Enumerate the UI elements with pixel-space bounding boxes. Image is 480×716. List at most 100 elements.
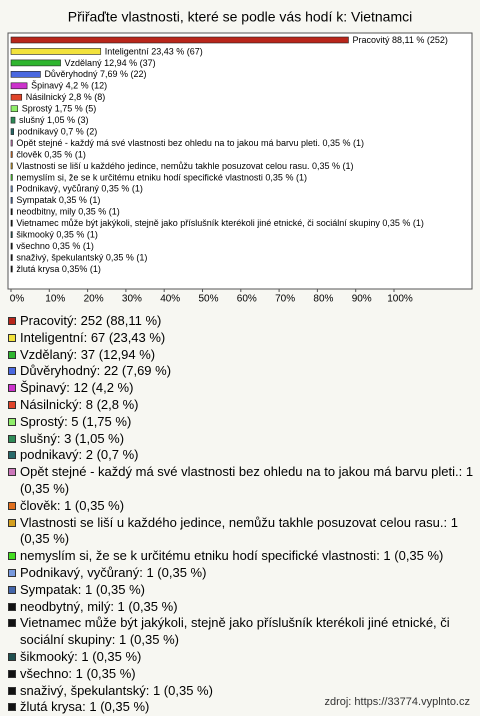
value-label: Inteligentní 23,43 % (67) — [105, 46, 203, 56]
value-label: neodbitny, mily 0,35 % (1) — [16, 207, 119, 217]
legend-label: Vzdělaný: 37 (12,94 %) — [20, 346, 156, 362]
legend-item: Špinavý: 12 (4,2 %) — [8, 380, 474, 397]
bar — [10, 242, 13, 250]
legend-item: nemyslím si, že se k určitému etniku hod… — [8, 548, 474, 565]
value-label: Opět stejné - každý má své vlastnosti be… — [16, 138, 364, 148]
legend-swatch — [8, 585, 16, 594]
bar — [10, 128, 14, 135]
bar — [10, 36, 349, 44]
bar — [10, 219, 13, 227]
bar — [10, 151, 13, 158]
legend-label: Sprostý: 5 (1,75 %) — [20, 413, 132, 429]
legend-swatch — [8, 367, 16, 376]
value-label: Podnikavý, vyčůraný 0,35 % (1) — [16, 184, 143, 194]
legend-swatch — [8, 501, 16, 510]
legend-label: Pracovitý: 252 (88,11 %) — [20, 313, 162, 328]
legend-label: všechno: 1 (0,35 %) — [20, 665, 136, 681]
source: zdroj: https://33774.vyplnto.cz — [324, 696, 470, 708]
legend-swatch — [8, 400, 16, 409]
legend-swatch — [8, 518, 16, 527]
x-tick-label: 90% — [352, 294, 372, 305]
legend-label: Důvěryhodný: 22 (7,69 %) — [20, 363, 172, 379]
legend-label: podnikavý: 2 (0,7 %) — [20, 447, 139, 463]
bar — [10, 139, 13, 147]
legend-item: žlutá krysa: 1 (0,35 %) — [8, 699, 474, 716]
legend-item: Sympatak: 1 (0,35 %) — [8, 582, 474, 599]
legend-swatch — [8, 451, 16, 460]
x-tick-label: 60% — [237, 294, 257, 305]
value-label: Pracovitý 88,11 % (252) — [352, 35, 447, 45]
legend-item: všechno: 1 (0,35 %) — [8, 666, 474, 683]
bar — [10, 105, 19, 112]
legend-label: člověk: 1 (0,35 %) — [20, 497, 125, 513]
legend-swatch — [8, 468, 16, 477]
value-label: šikmooký 0,35 % (1) — [16, 230, 98, 240]
legend-label: nemyslím si, že se k určitému etniku hod… — [20, 548, 444, 564]
legend-item: slušný: 3 (1,05 %) — [8, 431, 474, 448]
x-tick-label: 80% — [313, 294, 333, 305]
value-label: Sprostý 1,75 % (5) — [22, 104, 97, 114]
x-tick-label: 70% — [275, 294, 295, 305]
legend-item: Sprostý: 5 (1,75 %) — [8, 414, 474, 431]
legend-swatch — [8, 333, 16, 342]
bar — [10, 82, 28, 90]
value-label: snaživý, špekulantský 0,35 % (1) — [16, 252, 147, 262]
bar — [10, 208, 13, 216]
legend-swatch — [8, 619, 16, 628]
value-label: Sympatak 0,35 % (1) — [16, 195, 100, 205]
bar — [10, 162, 13, 170]
legend-item: člověk: 1 (0,35 %) — [8, 498, 474, 515]
chart: Přiřaďte vlastnosti, které se podle vás … — [7, 9, 473, 305]
value-label: Důvěryhodný 7,69 % (22) — [44, 69, 146, 79]
x-tick-label: 40% — [160, 294, 180, 305]
value-label: Násilnický 2,8 % (8) — [26, 92, 106, 102]
legend-label: šikmooký: 1 (0,35 %) — [20, 648, 142, 664]
legend-item: Pracovitý: 252 (88,11 %) — [8, 313, 474, 330]
x-tick-label: 20% — [84, 294, 104, 305]
legend-label: Podnikavý, vyčůraný: 1 (0,35 %) — [20, 564, 207, 580]
value-label: všechno 0,35 % (1) — [16, 241, 94, 251]
legend-item: Důvěryhodný: 22 (7,69 %) — [8, 363, 474, 380]
legend-label: žlutá krysa: 1 (0,35 %) — [20, 699, 150, 715]
value-label: podnikavý 0,7 % (2) — [18, 126, 98, 136]
bar — [10, 93, 23, 101]
legend-label: neodbytný, milý: 1 (0,35 %) — [20, 598, 178, 614]
legend-swatch — [8, 652, 16, 661]
value-label: Špinavý 4,2 % (12) — [31, 81, 107, 91]
bar — [10, 48, 102, 55]
legend-swatch — [8, 417, 16, 426]
x-tick-label: 0% — [10, 294, 25, 305]
bar — [10, 59, 61, 67]
legend-item: podnikavý: 2 (0,7 %) — [8, 447, 474, 464]
x-tick-label: 30% — [122, 294, 142, 305]
x-tick-label: 10% — [45, 294, 65, 305]
legend-swatch — [8, 317, 16, 325]
legend-label: Násilnický: 8 (2,8 %) — [20, 396, 139, 412]
legend-item: snaživý, špekulantský: 1 (0,35 %) — [8, 683, 474, 700]
legend-swatch — [8, 350, 16, 359]
legend-swatch — [8, 568, 16, 577]
legend-swatch — [8, 602, 16, 611]
legend-item: Podnikavý, vyčůraný: 1 (0,35 %) — [8, 565, 474, 582]
legend-label: Špinavý: 12 (4,2 %) — [20, 380, 134, 396]
legend-swatch — [8, 384, 16, 393]
bar — [10, 265, 13, 273]
legend-label: Vietnamec může být jakýkoli, stejně jako… — [20, 615, 450, 648]
legend: Pracovitý: 252 (88,11 %) Inteligentní: 67… — [8, 313, 474, 716]
legend-item: Násilnický: 8 (2,8 %) — [8, 397, 474, 414]
legend-item: Vietnamec může být jakýkoli, stejně jako… — [8, 615, 474, 649]
bar — [10, 185, 13, 193]
legend-swatch — [8, 669, 16, 678]
value-label: Vlastnosti se liší u každého jedince, ne… — [16, 161, 353, 171]
bar — [10, 116, 16, 124]
value-label: slušný 1,05 % (3) — [19, 115, 89, 125]
bar — [10, 254, 13, 261]
legend-item: Opět stejné - každý má své vlastnosti be… — [8, 464, 474, 498]
bar — [10, 231, 13, 238]
legend-swatch — [8, 552, 16, 561]
value-label: Vzdělaný 12,94 % (37) — [65, 58, 156, 68]
legend-label: Opět stejné - každý má své vlastnosti be… — [20, 464, 474, 496]
value-label: nemyslím si, že se k určitému etniku hod… — [16, 172, 307, 182]
bar — [10, 174, 13, 181]
